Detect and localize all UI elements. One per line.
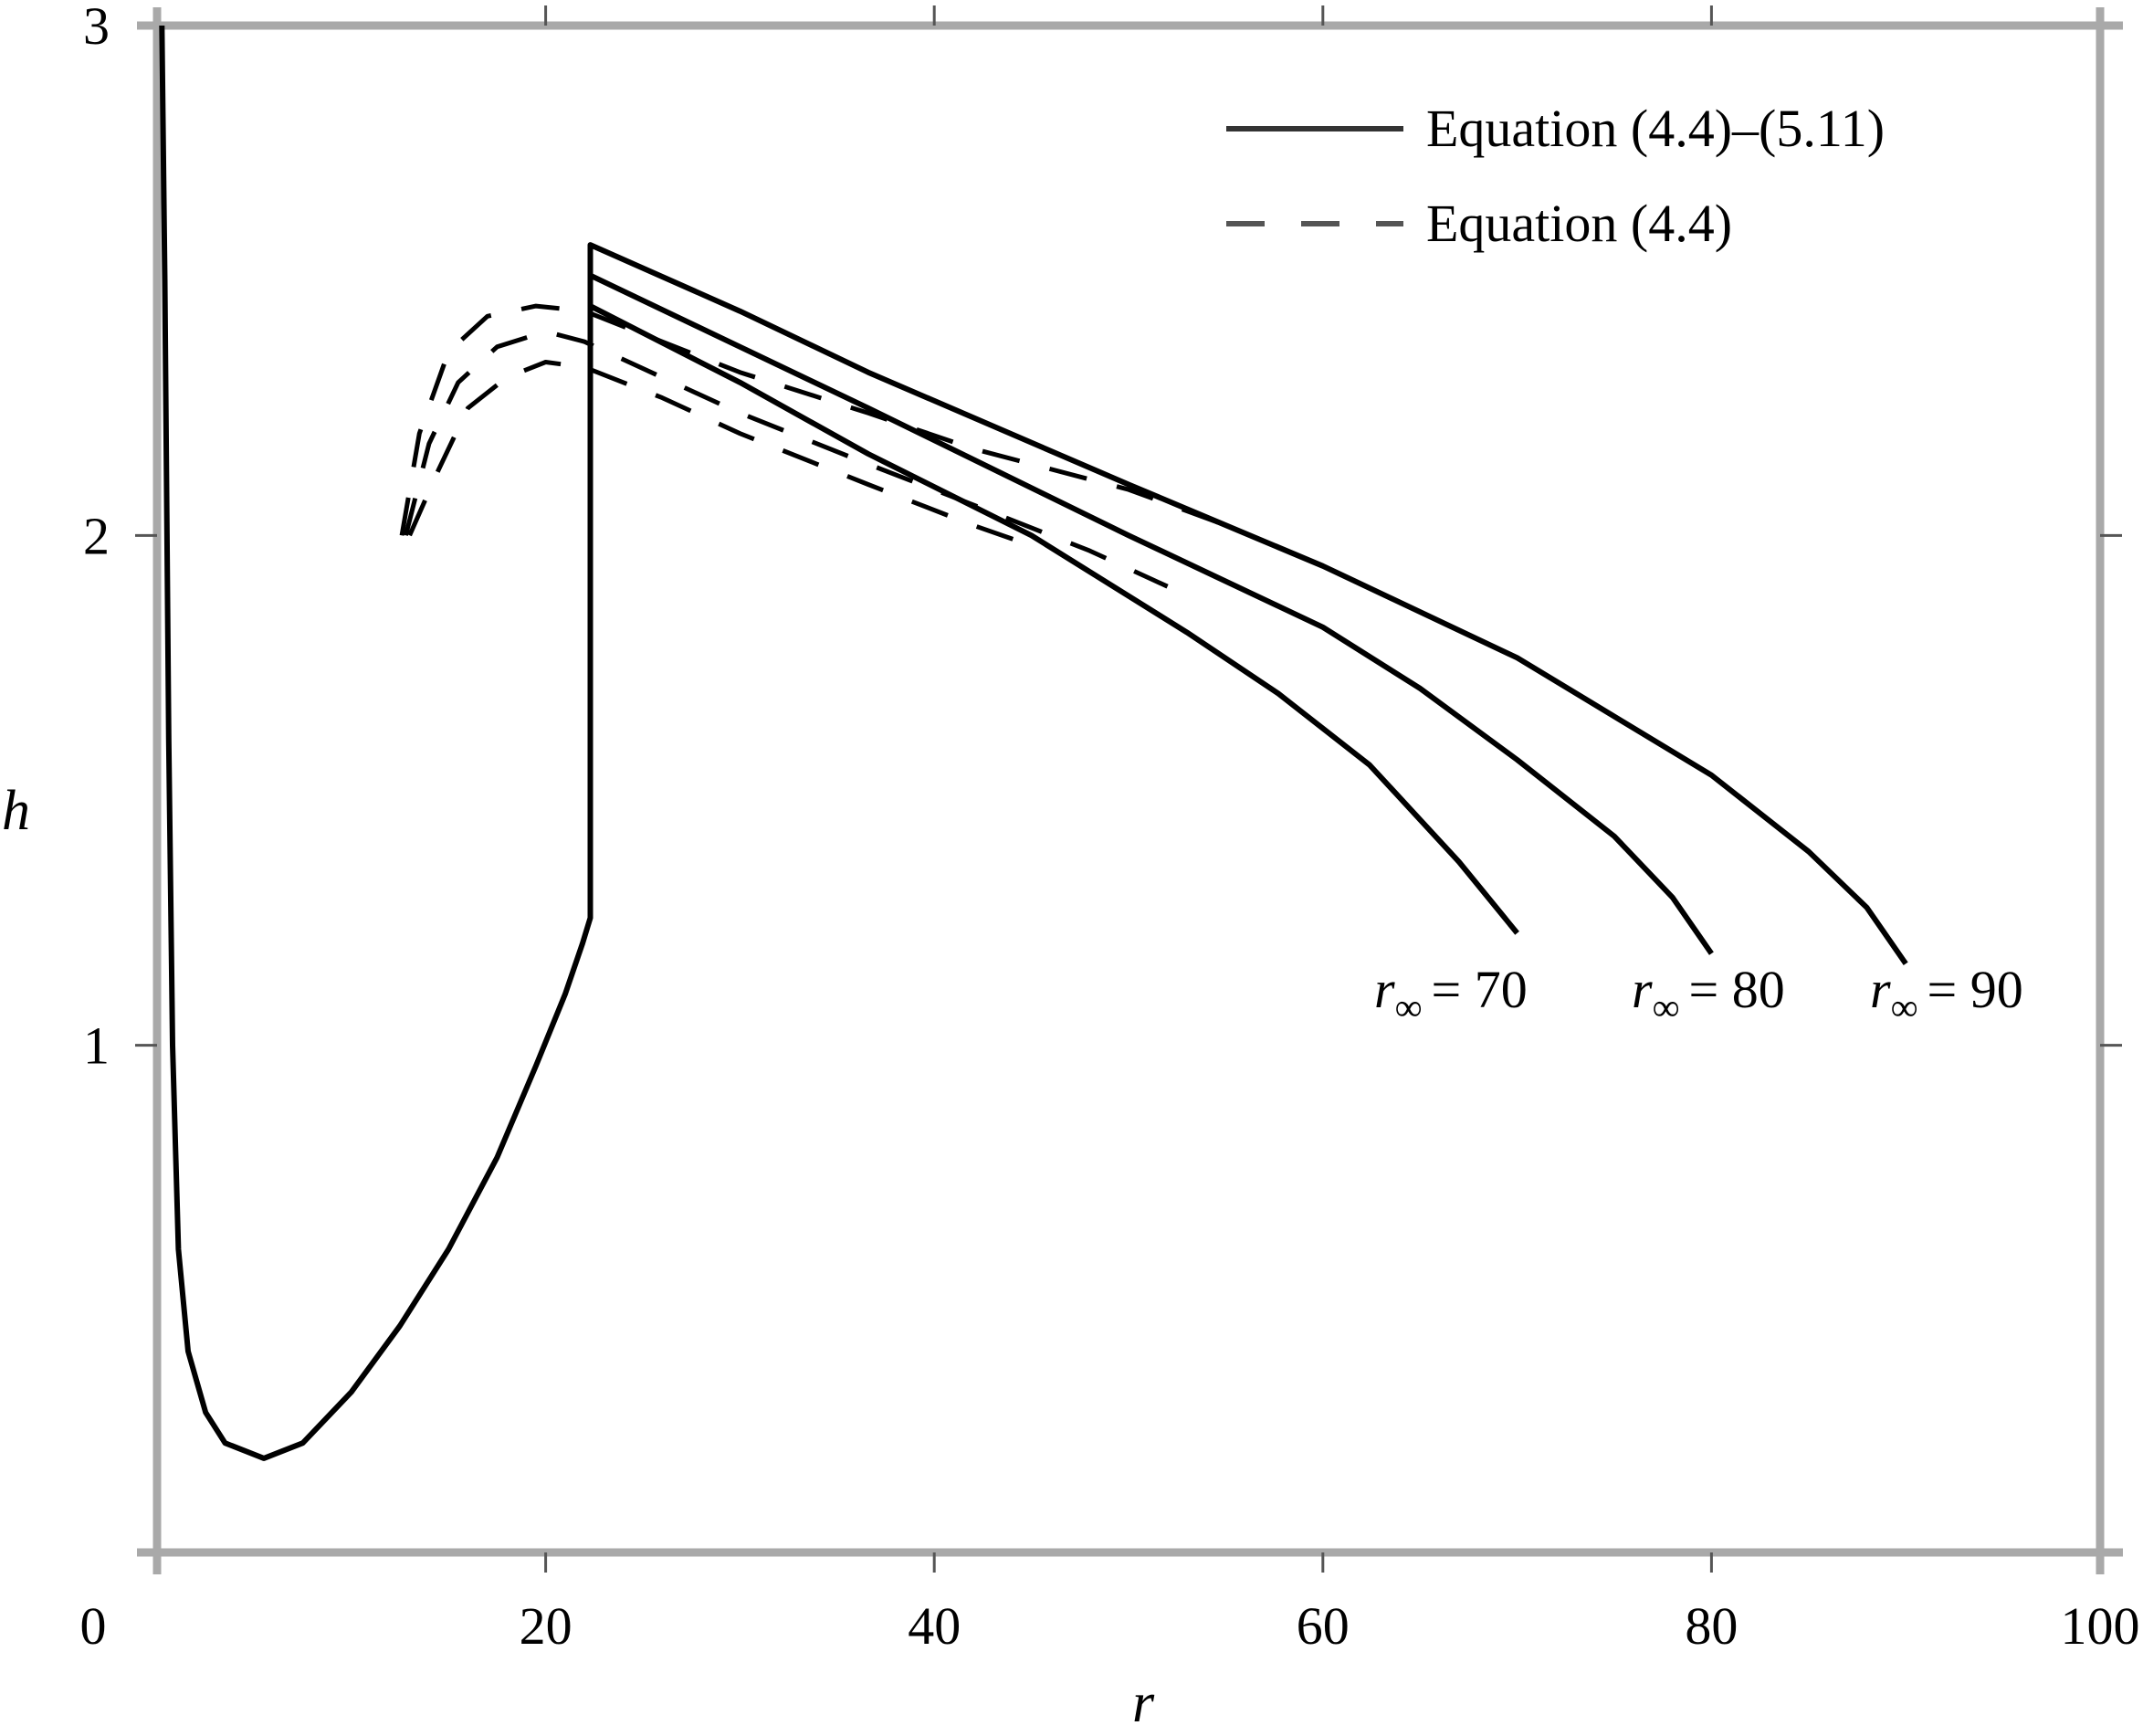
axes-frame — [137, 7, 2123, 1574]
annot-sub: ∞ — [1891, 987, 1918, 1029]
x-tick-label: 0 — [80, 1596, 107, 1656]
dashed-curve-5 — [407, 360, 1033, 548]
solid-curve-1 — [587, 272, 1714, 955]
y-axis-label: h — [2, 780, 30, 842]
annot-value: = 80 — [1689, 960, 1785, 1019]
x-tick-label: 20 — [520, 1596, 573, 1656]
x-tick-label: 80 — [1685, 1596, 1738, 1656]
annotation-r90: r∞ = 90 — [1870, 960, 2023, 1029]
annot-sub: ∞ — [1653, 987, 1680, 1029]
y-tick-label: 2 — [83, 506, 110, 565]
annot-value: = 90 — [1928, 960, 2023, 1019]
annotation-r70: r∞ = 70 — [1374, 960, 1528, 1029]
legend-solid-label: Equation (4.4)–(5.11) — [1426, 99, 1885, 158]
dashed-curve-4 — [403, 329, 1169, 589]
y-tick-label: 1 — [83, 1016, 110, 1076]
svg-text:r∞= 80: r∞ = 80 — [1632, 960, 1785, 1029]
legend-dashed-label: Equation (4.4) — [1426, 194, 1732, 253]
annot-var: r — [1870, 960, 1891, 1019]
annot-sub: ∞ — [1395, 987, 1423, 1029]
svg-text:r∞= 70: r∞ = 70 — [1374, 960, 1528, 1029]
x-axis-label: r — [1132, 1672, 1155, 1734]
dashed-curve-3 — [399, 303, 1227, 536]
annot-var: r — [1374, 960, 1395, 1019]
annot-value: = 70 — [1432, 960, 1528, 1019]
data-series — [159, 25, 1908, 1461]
solid-curve-0 — [159, 25, 1519, 1461]
tick-labels: 0 20 40 60 80 100 1 2 3 — [80, 0, 2140, 1656]
annot-var: r — [1632, 960, 1653, 1019]
x-tick-label: 40 — [908, 1596, 961, 1656]
axis-ticks — [135, 5, 2122, 1573]
svg-text:r∞= 90: r∞ = 90 — [1870, 960, 2023, 1029]
x-tick-label: 100 — [2061, 1596, 2140, 1656]
legend: Equation (4.4)–(5.11) Equation (4.4) — [1226, 99, 1885, 253]
annotation-r80: r∞ = 80 — [1632, 960, 1785, 1029]
solid-curve-2 — [587, 242, 1908, 966]
x-tick-label: 60 — [1297, 1596, 1350, 1656]
y-tick-label: 3 — [83, 0, 110, 56]
